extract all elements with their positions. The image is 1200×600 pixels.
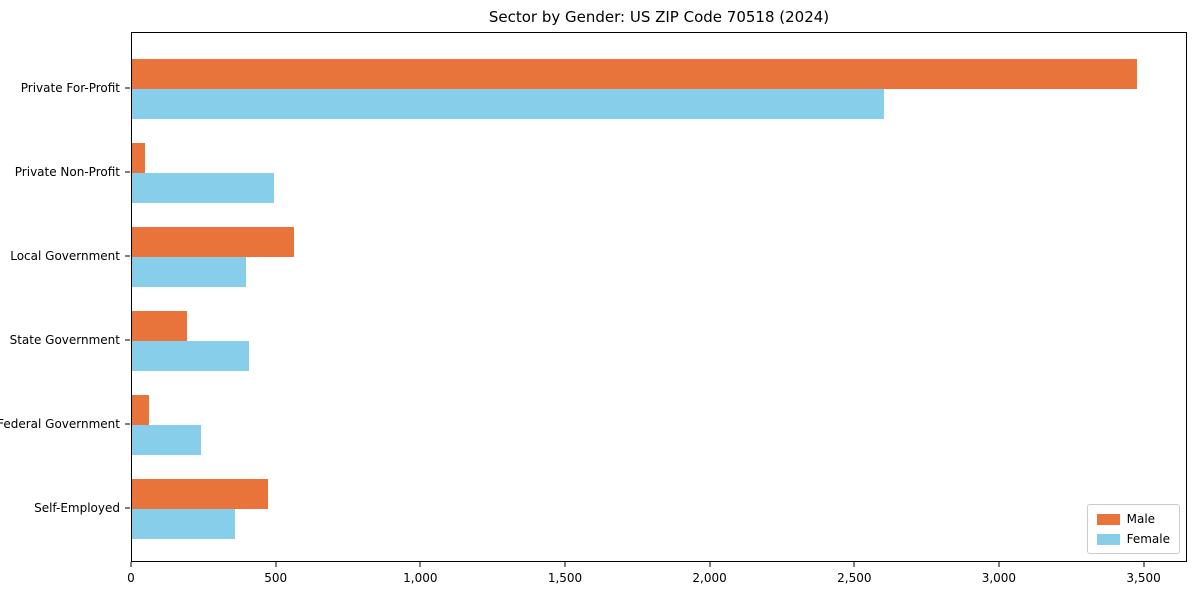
x-tick-label: 2,500: [837, 571, 872, 585]
x-tick-mark: [130, 562, 132, 567]
legend: Male Female: [1086, 504, 1180, 554]
x-tick-mark: [1143, 562, 1145, 567]
x-tick-label: 500: [264, 571, 288, 585]
bar-male-state-government: [132, 311, 187, 341]
bar-male-self-employed: [132, 479, 268, 509]
y-tick-mark: [125, 171, 130, 173]
y-tick-label: Self-Employed: [34, 501, 120, 515]
x-tick-mark: [709, 562, 711, 567]
x-tick-mark: [419, 562, 421, 567]
y-tick-mark: [125, 255, 130, 257]
x-tick-label: 2,000: [692, 571, 727, 585]
x-tick-label: 0: [127, 571, 135, 585]
y-tick-mark: [125, 507, 130, 509]
x-tick-label: 3,000: [981, 571, 1017, 585]
legend-label-female: Female: [1126, 532, 1170, 546]
y-tick-mark: [125, 423, 130, 425]
x-axis: 0 500 1,000 1,500 2,000 2,500 3,000 3,500: [127, 562, 1187, 596]
x-tick-label: 1,500: [547, 571, 583, 585]
bar-male-private-non-profit: [132, 143, 145, 173]
y-tick-label: State Government: [9, 333, 120, 347]
y-tick-mark: [125, 339, 130, 341]
plot-area: Male Female: [131, 32, 1187, 562]
bar-male-private-for-profit: [132, 59, 1138, 89]
bar-female-local-government: [132, 257, 247, 287]
y-tick-label: Federal Government: [0, 417, 120, 431]
bar-female-private-for-profit: [132, 89, 885, 119]
legend-item-female: Female: [1096, 532, 1170, 546]
x-tick-label: 3,500: [1126, 571, 1161, 585]
y-tick-label: Private For-Profit: [20, 81, 120, 95]
bar-female-private-non-profit: [132, 173, 274, 203]
legend-item-male: Male: [1096, 512, 1170, 526]
x-tick-label: 1,000: [403, 571, 438, 585]
x-tick-mark: [853, 562, 855, 567]
bar-male-local-government: [132, 227, 294, 257]
bar-female-federal-government: [132, 425, 202, 455]
x-tick-mark: [998, 562, 1000, 567]
legend-swatch-male: [1096, 513, 1120, 525]
y-tick-label: Local Government: [10, 249, 120, 263]
legend-swatch-female: [1096, 533, 1120, 545]
legend-label-male: Male: [1126, 512, 1156, 526]
bar-female-self-employed: [132, 509, 235, 539]
x-tick-mark: [275, 562, 277, 567]
bar-female-state-government: [132, 341, 250, 371]
chart-title: Sector by Gender: US ZIP Code 70518 (202…: [488, 8, 830, 26]
y-axis: Private For-Profit Private Non-Profit Loca…: [0, 32, 131, 562]
x-tick-mark: [564, 562, 566, 567]
bar-male-federal-government: [132, 395, 150, 425]
y-tick-label: Private Non-Profit: [14, 165, 120, 179]
y-tick-mark: [125, 87, 130, 89]
